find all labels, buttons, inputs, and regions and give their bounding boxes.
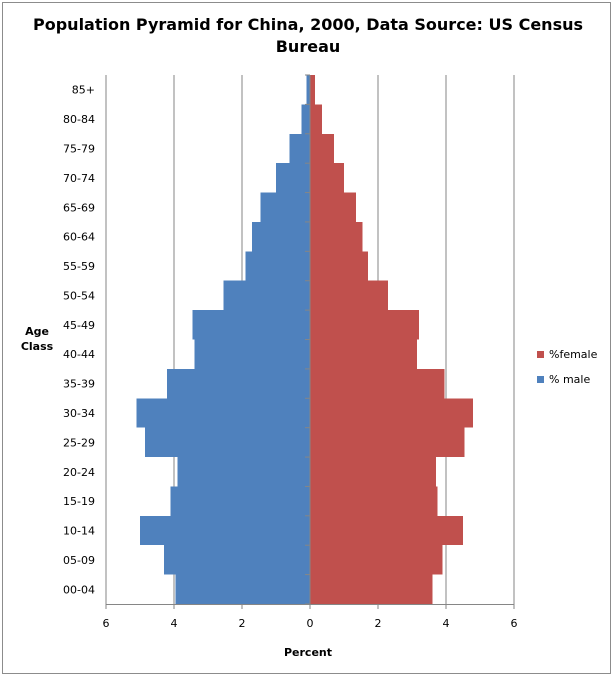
y-tick-label-75-79: 75-79 [63, 142, 95, 155]
female-bar-45-49 [310, 310, 419, 340]
male-bar-40-44 [194, 339, 310, 369]
male-bar-00-04 [175, 574, 310, 604]
x-tick-label: 4 [171, 617, 178, 630]
female-bar-40-44 [310, 339, 418, 369]
y-tick-labels: 00-04 05-09 10-14 15-19 20-24 25-29 30-34 35-39… [63, 84, 95, 597]
female-bar-55-59 [310, 251, 368, 281]
female-bar-05-09 [310, 545, 443, 575]
y-axis-label-line-2: Class [21, 340, 54, 353]
male-bar-75-79 [289, 133, 310, 164]
male-bar-05-09 [163, 545, 310, 575]
y-tick-label-65-69: 65-69 [63, 201, 95, 214]
y-tick-label-50-54: 50-54 [63, 289, 95, 302]
male-bar-35-39 [167, 368, 310, 399]
male-bar-45-49 [192, 310, 310, 340]
x-tick-label: 2 [375, 617, 382, 630]
axes [105, 74, 515, 609]
female-bar-80-84 [310, 104, 322, 134]
x-tick-label: 4 [443, 617, 450, 630]
male-bar-85+ [306, 75, 310, 105]
male-bar-80-84 [301, 104, 310, 134]
chart-title-line-2: Bureau [276, 37, 341, 56]
y-tick-label-30-34: 30-34 [63, 407, 95, 420]
legend-swatch-male [537, 376, 544, 383]
y-tick-label-15-19: 15-19 [63, 495, 95, 508]
x-tick-label: 2 [239, 617, 246, 630]
male-bar-10-14 [140, 515, 310, 546]
female-bar-70-74 [310, 163, 344, 193]
male-bar-25-29 [145, 427, 310, 458]
y-tick-label-10-14: 10-14 [63, 525, 95, 538]
male-bar-55-59 [245, 251, 310, 281]
female-bar-65-69 [310, 192, 356, 222]
female-bar-10-14 [310, 515, 463, 546]
chart-title-line-1: Population Pyramid for China, 2000, Data… [33, 15, 583, 34]
y-axis-label-line-1: Age [25, 325, 49, 338]
y-tick-label-60-64: 60-64 [63, 231, 95, 244]
legend-label-male: % male [549, 373, 590, 386]
male-bar-15-19 [170, 486, 310, 516]
female-bar-85+ [310, 75, 316, 105]
male-bar-60-64 [252, 221, 310, 252]
male-bar-20-24 [177, 457, 310, 487]
male-bar-30-34 [136, 398, 310, 428]
y-tick-label-80-84: 80-84 [63, 113, 95, 126]
female-bar-35-39 [310, 368, 445, 399]
female-bar-25-29 [310, 427, 465, 458]
male-bar-70-74 [276, 163, 310, 193]
legend-label-female: %female [549, 348, 598, 361]
legend-swatch-female [537, 351, 544, 358]
male-bar-50-54 [223, 280, 310, 311]
y-tick-label-20-24: 20-24 [63, 466, 95, 479]
y-tick-label-00-04: 00-04 [63, 583, 95, 596]
female-bar-20-24 [310, 457, 436, 487]
y-tick-label-05-09: 05-09 [63, 554, 95, 567]
x-axis-label: Percent [284, 646, 332, 659]
legend: %female % male [537, 348, 598, 386]
y-tick-label-45-49: 45-49 [63, 319, 95, 332]
x-tick-label: 0 [307, 617, 314, 630]
x-tick-labels: 6 4 2 0 2 4 6 [103, 617, 518, 630]
female-bar-15-19 [310, 486, 438, 516]
y-tick-label-70-74: 70-74 [63, 172, 95, 185]
population-pyramid-chart: Population Pyramid for China, 2000, Data… [21, 15, 598, 659]
y-tick-label-85+: 85+ [72, 84, 95, 97]
y-tick-label-55-59: 55-59 [63, 260, 95, 273]
female-bar-30-34 [310, 398, 474, 428]
male-bar-65-69 [260, 192, 310, 222]
female-bar-00-04 [310, 574, 433, 604]
x-tick-label: 6 [511, 617, 518, 630]
y-tick-label-40-44: 40-44 [63, 348, 95, 361]
x-tick-label: 6 [103, 617, 110, 630]
female-bar-50-54 [310, 280, 389, 311]
bars [136, 75, 474, 604]
y-tick-label-25-29: 25-29 [63, 436, 95, 449]
y-tick-label-35-39: 35-39 [63, 378, 95, 391]
female-bar-60-64 [310, 221, 363, 252]
female-bar-75-79 [310, 133, 334, 164]
